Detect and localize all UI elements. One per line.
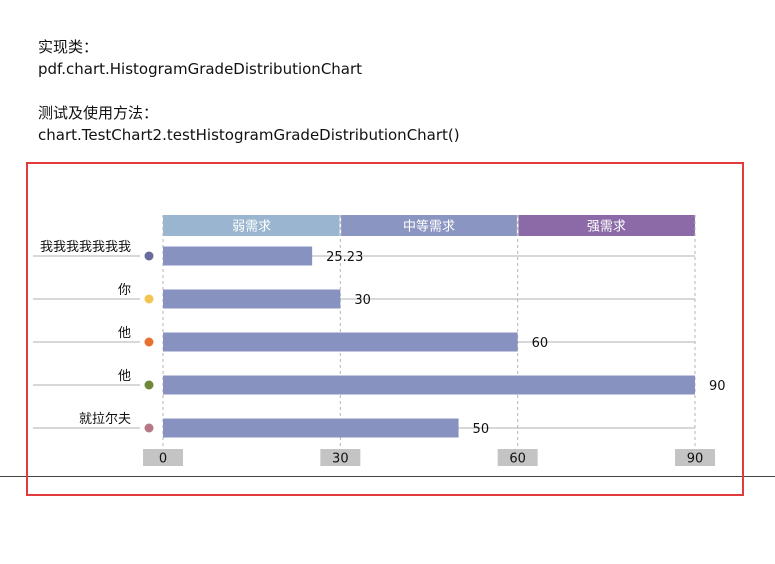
band-header-0	[163, 215, 341, 236]
category-dot	[144, 294, 154, 304]
impl-class: pdf.chart.HistogramGradeDistributionChar…	[38, 60, 363, 78]
tick-label-1: 30	[332, 452, 349, 467]
page-divider	[0, 476, 775, 477]
bar	[163, 375, 695, 395]
category-label: 我我我我我我我	[40, 240, 131, 255]
tick-box-0	[143, 449, 183, 466]
bar	[163, 418, 459, 438]
bar	[163, 246, 313, 266]
impl-label: 实现类：	[38, 38, 99, 56]
tick-label-2: 60	[509, 452, 526, 467]
band-header-2	[517, 215, 695, 236]
bar	[163, 332, 518, 352]
intro-text: 实现类： pdf.chart.HistogramGradeDistributio…	[38, 36, 460, 146]
band-header-1	[340, 215, 518, 236]
tick-box-1	[320, 449, 361, 466]
category-dot	[144, 380, 154, 390]
category-label: 就拉尔夫	[79, 412, 131, 427]
bar-value-label: 60	[532, 336, 549, 351]
category-label: 他	[118, 326, 131, 341]
bar-value-label: 25.23	[326, 250, 363, 265]
category-dot	[144, 251, 154, 261]
bar	[163, 289, 341, 309]
chart-highlight-frame	[26, 162, 744, 496]
category-dot	[144, 423, 154, 433]
category-label: 你	[118, 283, 131, 298]
category-label: 他	[118, 369, 131, 384]
bar-value-label: 50	[473, 422, 490, 437]
tick-label-3: 90	[687, 452, 704, 467]
band-label-1: 中等需求	[403, 219, 455, 235]
band-label-0: 弱需求	[232, 220, 271, 235]
tick-box-2	[497, 449, 538, 466]
bar-value-label: 30	[354, 293, 371, 308]
band-label-2: 强需求	[587, 220, 626, 235]
bar-value-label: 90	[709, 379, 726, 394]
category-dot	[144, 337, 154, 347]
usage-label: 测试及使用方法：	[38, 104, 159, 122]
usage-method: chart.TestChart2.testHistogramGradeDistr…	[38, 126, 460, 144]
tick-box-3	[675, 449, 715, 466]
tick-label-0: 0	[159, 452, 167, 467]
